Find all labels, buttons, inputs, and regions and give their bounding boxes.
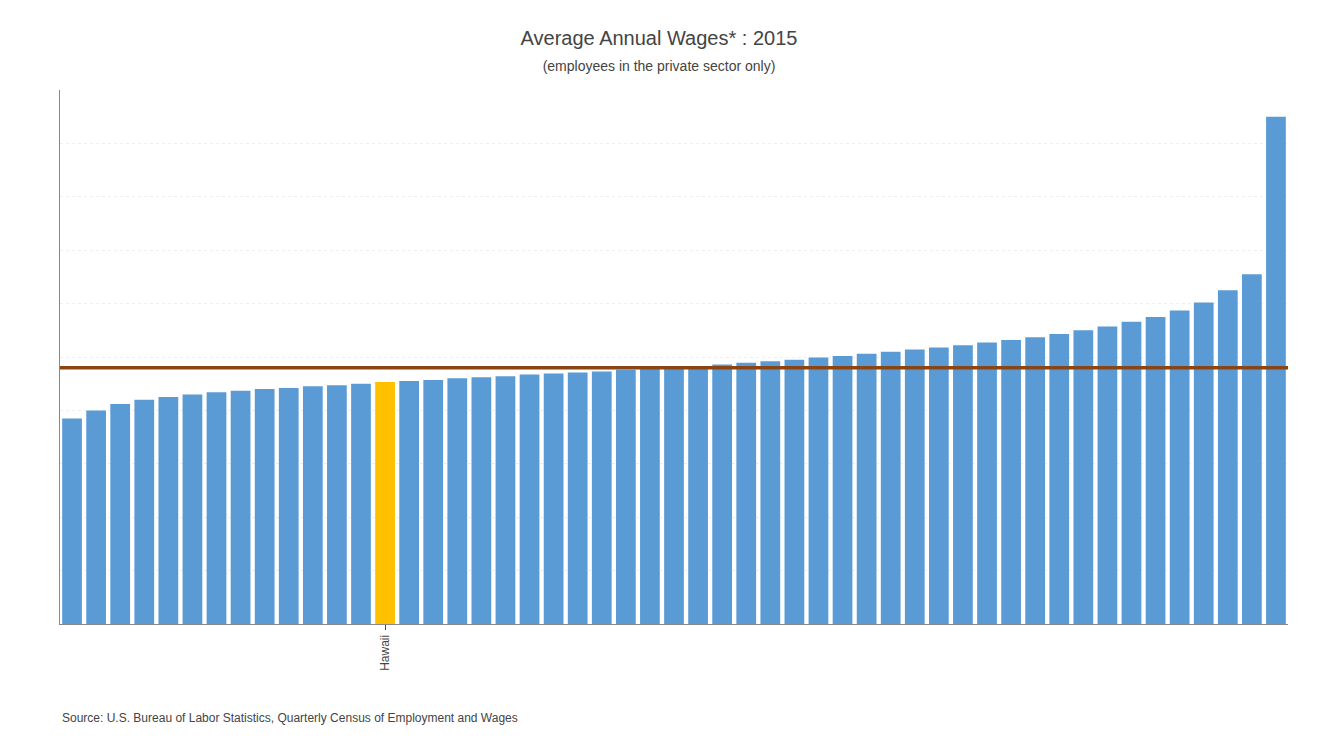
svg-text:Source: U.S. Bureau of Labor S: Source: U.S. Bureau of Labor Statistics,… (62, 711, 518, 725)
svg-text:Average Annual Wages* : 2015(e: Average Annual Wages* : 2015(employees i… (521, 27, 798, 74)
svg-text:Hawaii: Hawaii (378, 635, 392, 671)
